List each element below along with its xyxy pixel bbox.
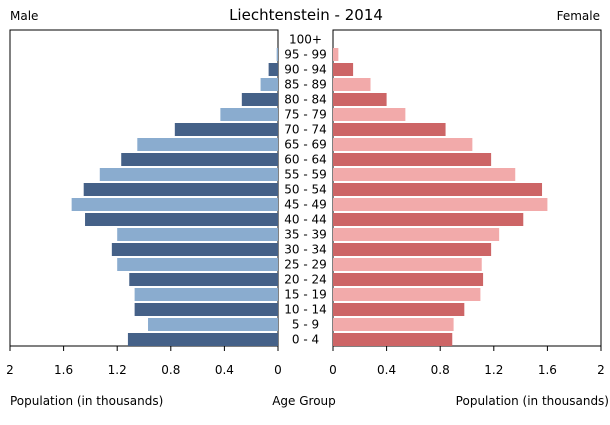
age-group-label: 15 - 19 bbox=[284, 288, 327, 302]
male-bar bbox=[241, 93, 278, 106]
female-bar bbox=[333, 108, 406, 121]
x-axis-label-left: Population (in thousands) bbox=[10, 394, 163, 408]
x-tick-label: 0.8 bbox=[161, 363, 180, 377]
age-group-label: 60 - 64 bbox=[284, 153, 327, 167]
female-bar bbox=[333, 78, 371, 91]
male-bar bbox=[71, 198, 278, 211]
female-bar bbox=[333, 288, 481, 301]
male-bar bbox=[117, 228, 278, 241]
male-bars bbox=[71, 48, 278, 346]
age-group-label: 45 - 49 bbox=[284, 198, 327, 212]
female-bar bbox=[333, 213, 524, 226]
x-tick-label: 0.4 bbox=[377, 363, 396, 377]
age-group-label: 0 - 4 bbox=[292, 333, 319, 347]
age-group-label: 85 - 89 bbox=[284, 78, 327, 92]
x-tick-label: 0.4 bbox=[215, 363, 234, 377]
age-group-label: 5 - 9 bbox=[292, 318, 319, 332]
male-bar bbox=[174, 123, 278, 136]
x-tick-label: 1.6 bbox=[538, 363, 557, 377]
age-group-label: 75 - 79 bbox=[284, 108, 327, 122]
x-tick-label: 1.2 bbox=[108, 363, 127, 377]
female-bar bbox=[333, 228, 500, 241]
x-axis-label-center: Age Group bbox=[272, 394, 336, 408]
age-group-label: 25 - 29 bbox=[284, 258, 327, 272]
female-bar bbox=[333, 243, 492, 256]
female-bar bbox=[333, 198, 548, 211]
x-tick-label: 0 bbox=[274, 363, 282, 377]
male-bar bbox=[220, 108, 278, 121]
age-group-label: 80 - 84 bbox=[284, 93, 327, 107]
female-bar bbox=[333, 123, 446, 136]
male-label: Male bbox=[10, 9, 38, 23]
female-bar bbox=[333, 318, 454, 331]
x-tick-label: 1.6 bbox=[54, 363, 73, 377]
age-group-label: 30 - 34 bbox=[284, 243, 327, 257]
female-bar bbox=[333, 138, 473, 151]
female-bar bbox=[333, 48, 339, 61]
age-group-label: 65 - 69 bbox=[284, 138, 327, 152]
male-bar bbox=[83, 183, 278, 196]
male-bar bbox=[134, 288, 278, 301]
female-bar bbox=[333, 258, 482, 271]
female-bars bbox=[333, 48, 548, 346]
male-bar bbox=[127, 333, 278, 346]
age-group-label: 10 - 14 bbox=[284, 303, 327, 317]
male-bar bbox=[129, 273, 278, 286]
x-tick-label: 0 bbox=[329, 363, 337, 377]
female-bar bbox=[333, 153, 492, 166]
x-tick-label: 2 bbox=[597, 363, 605, 377]
female-bar bbox=[333, 168, 516, 181]
female-bar bbox=[333, 333, 453, 346]
male-bar bbox=[260, 78, 278, 91]
age-group-label: 95 - 99 bbox=[284, 48, 327, 62]
female-bar bbox=[333, 63, 354, 76]
male-bar bbox=[268, 63, 278, 76]
male-bar bbox=[121, 153, 278, 166]
female-bar bbox=[333, 93, 387, 106]
male-bar bbox=[99, 168, 278, 181]
male-bar bbox=[85, 213, 278, 226]
age-group-label: 70 - 74 bbox=[284, 123, 327, 137]
female-label: Female bbox=[557, 9, 600, 23]
age-group-label: 100+ bbox=[289, 33, 322, 47]
age-group-label: 55 - 59 bbox=[284, 168, 327, 182]
male-bar bbox=[148, 318, 278, 331]
female-bar bbox=[333, 303, 465, 316]
age-group-label: 90 - 94 bbox=[284, 63, 327, 77]
female-bar bbox=[333, 183, 543, 196]
x-tick-label: 1.2 bbox=[484, 363, 503, 377]
male-bar bbox=[137, 138, 278, 151]
x-axis-label-right: Population (in thousands) bbox=[456, 394, 609, 408]
male-bar bbox=[111, 243, 278, 256]
male-bar bbox=[117, 258, 278, 271]
x-tick-label: 2 bbox=[6, 363, 14, 377]
x-tick-label: 0.8 bbox=[431, 363, 450, 377]
male-bar bbox=[276, 48, 278, 61]
age-group-label: 20 - 24 bbox=[284, 273, 327, 287]
chart-title: Liechtenstein - 2014 bbox=[229, 6, 383, 24]
x-axis-ticks: 0 0 0.4 0.4 0.8 0.8 1.2 1.2 1.6 1.6 2 2 bbox=[6, 346, 605, 377]
male-bar bbox=[134, 303, 278, 316]
age-group-label: 50 - 54 bbox=[284, 183, 327, 197]
age-group-label: 40 - 44 bbox=[284, 213, 327, 227]
age-group-label: 35 - 39 bbox=[284, 228, 327, 242]
female-bar bbox=[333, 273, 484, 286]
